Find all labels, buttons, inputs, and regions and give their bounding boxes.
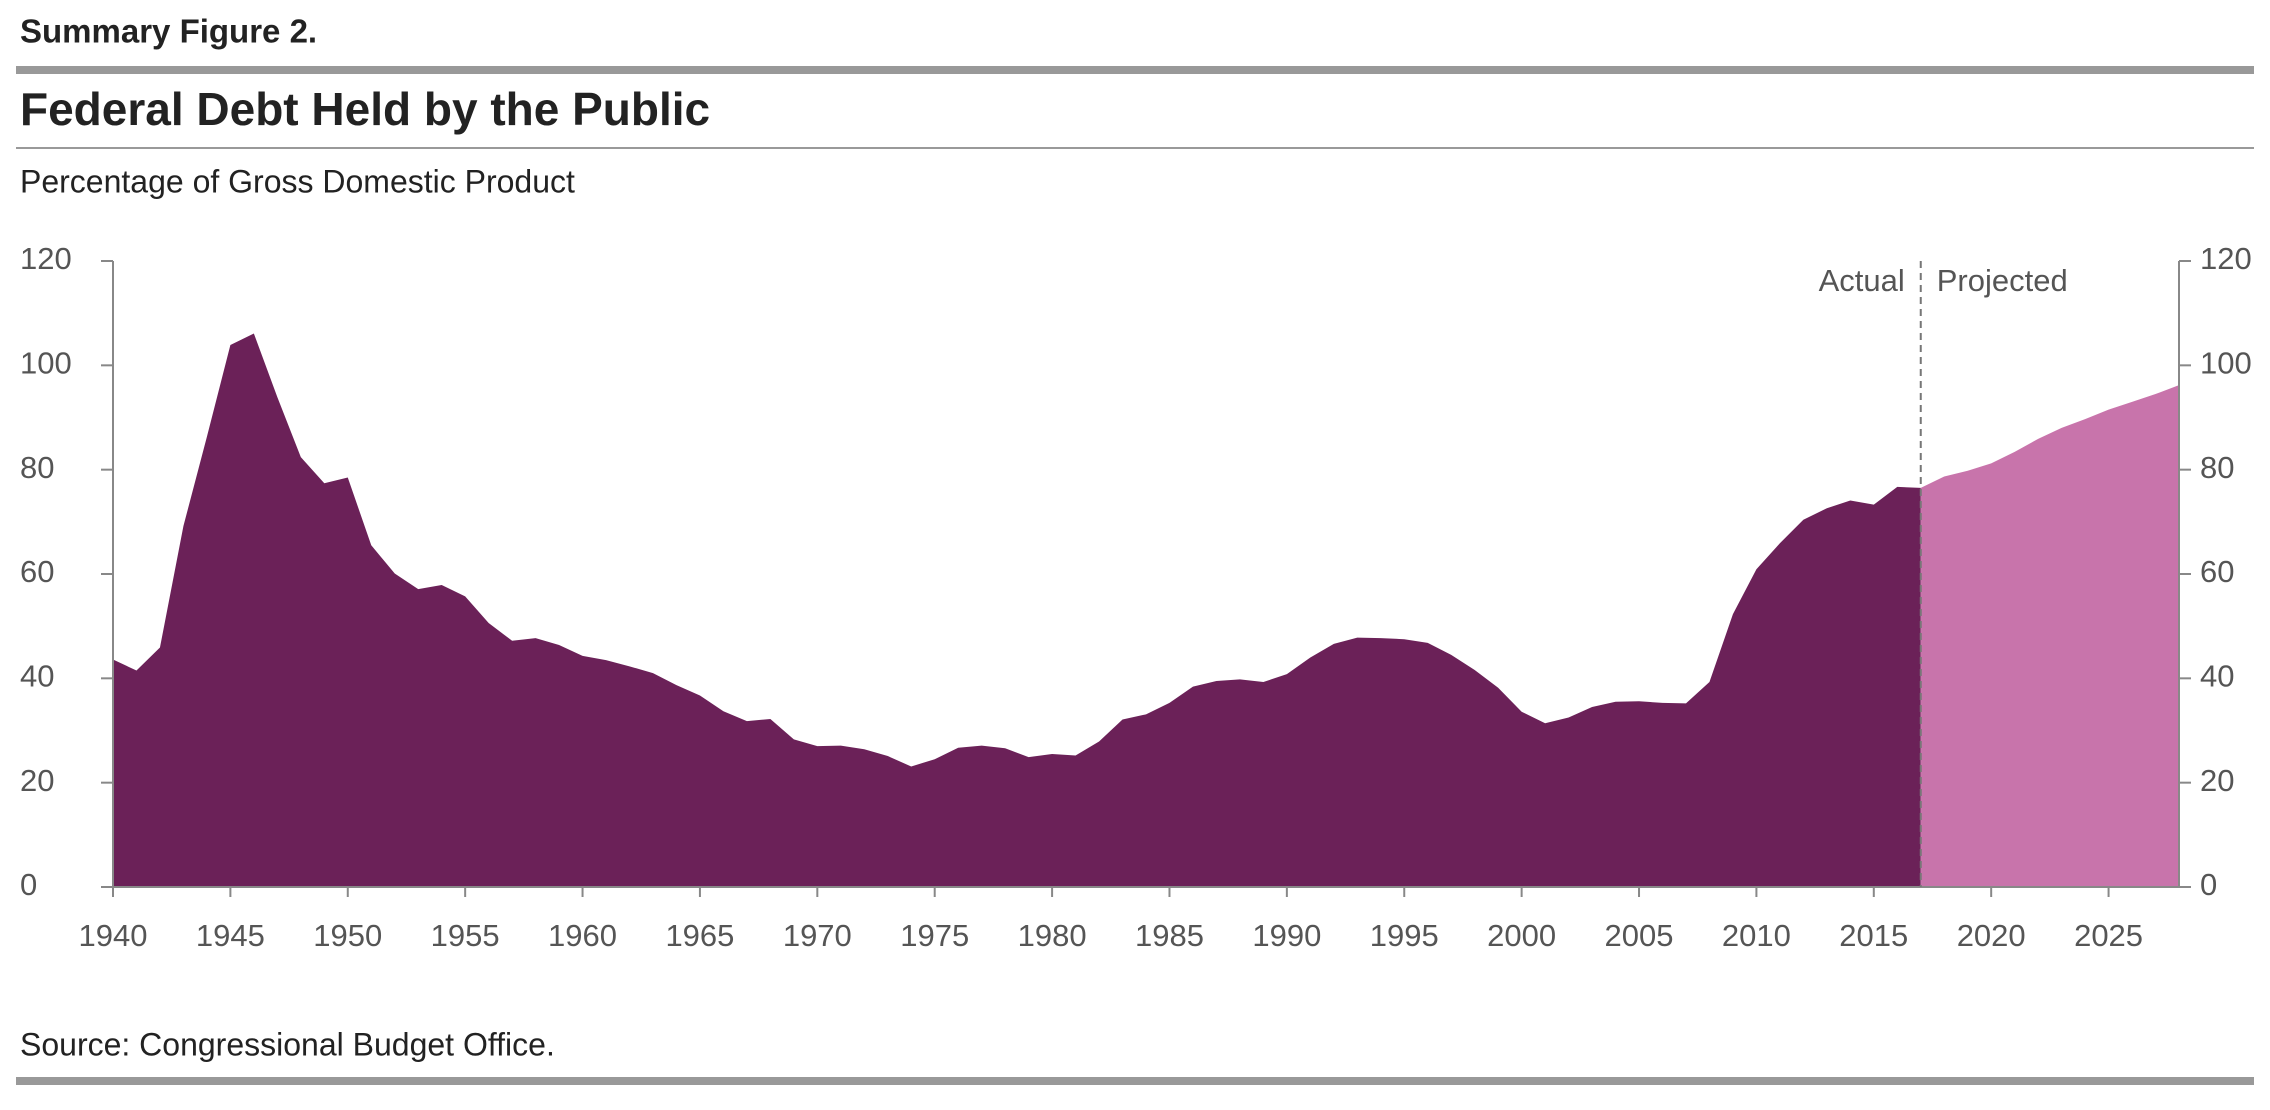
series-label: Projected — [1937, 263, 2068, 298]
figure-label: Summary Figure 2. — [20, 13, 317, 50]
source: Source: Congressional Budget Office. — [20, 1026, 555, 1062]
bottom-rule — [16, 1077, 2254, 1085]
y2-tick-label: 100 — [2200, 346, 2252, 381]
top-rule — [16, 66, 2254, 74]
x-tick-label: 1995 — [1370, 918, 1439, 953]
y-tick-label: 100 — [20, 346, 72, 381]
x-tick-label: 2015 — [1839, 918, 1908, 953]
x-tick-label: 1945 — [196, 918, 265, 953]
x-tick-label: 1940 — [79, 918, 148, 953]
x-tick-label: 2025 — [2074, 918, 2143, 953]
y-tick-label: 40 — [20, 659, 54, 694]
area — [1920, 385, 2179, 887]
x-tick-label: 1985 — [1135, 918, 1204, 953]
y-tick-label: 80 — [20, 450, 54, 485]
y2-tick-label: 60 — [2200, 554, 2234, 589]
y2-tick-label: 20 — [2200, 763, 2234, 798]
x-tick-label: 2010 — [1722, 918, 1791, 953]
y-tick-label: 0 — [20, 867, 37, 902]
y-tick-label: 60 — [20, 554, 54, 589]
x-tick-label: 1970 — [783, 918, 852, 953]
x-tick-label: 1990 — [1252, 918, 1321, 953]
title-rule — [16, 147, 2254, 149]
y2-tick-label: 120 — [2200, 241, 2252, 276]
x-tick-label: 1965 — [665, 918, 734, 953]
area — [113, 333, 1921, 887]
subtitle: Percentage of Gross Domestic Product — [20, 163, 575, 199]
y-tick-label: 120 — [20, 241, 72, 276]
x-tick-label: 1960 — [548, 918, 617, 953]
y2-tick-label: 80 — [2200, 450, 2234, 485]
y-tick-label: 20 — [20, 763, 54, 798]
y2-tick-label: 40 — [2200, 659, 2234, 694]
series-label: Actual — [1819, 263, 1905, 298]
x-tick-label: 1975 — [900, 918, 969, 953]
y2-tick-label: 0 — [2200, 867, 2217, 902]
chart-title: Federal Debt Held by the Public — [20, 83, 710, 135]
x-tick-label: 2020 — [1957, 918, 2026, 953]
x-tick-label: 1955 — [431, 918, 500, 953]
x-tick-label: 1980 — [1018, 918, 1087, 953]
x-tick-label: 1950 — [313, 918, 382, 953]
x-tick-label: 2005 — [1605, 918, 1674, 953]
x-tick-label: 2000 — [1487, 918, 1556, 953]
